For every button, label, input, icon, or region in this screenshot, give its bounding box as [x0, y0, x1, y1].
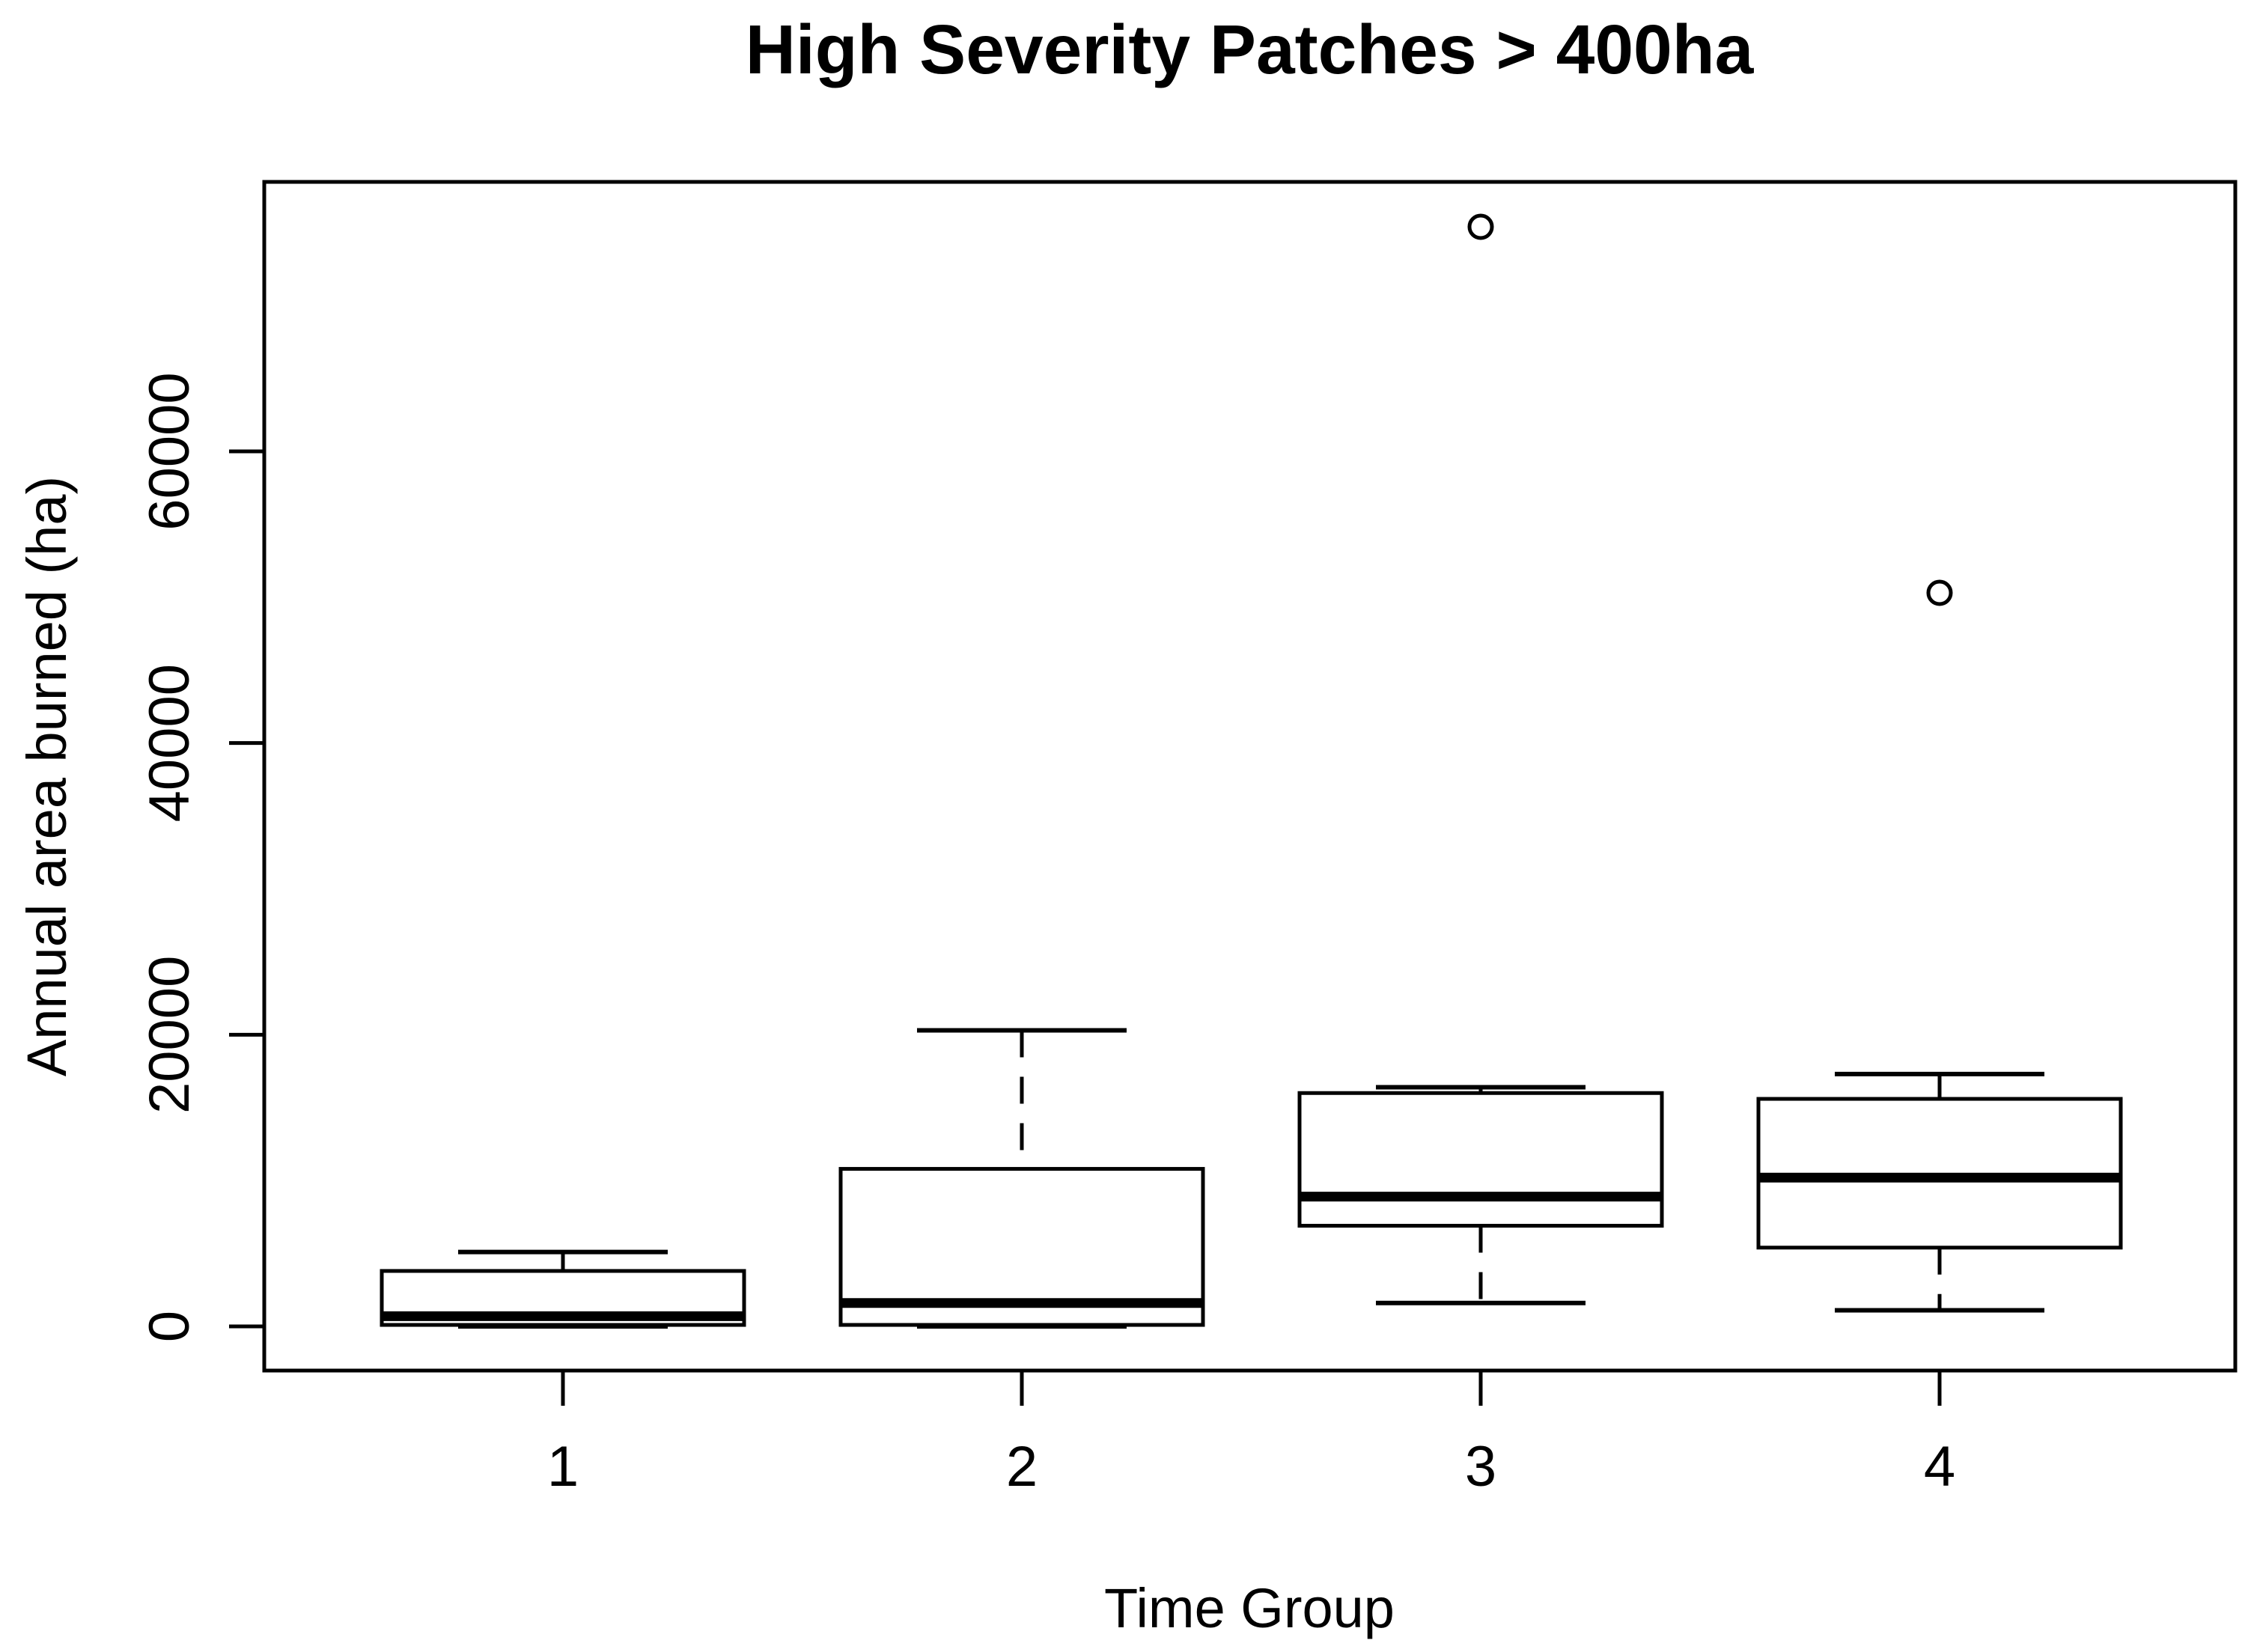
x-tick-label: 2	[1006, 1435, 1038, 1499]
plot-area: 0 20000 40000 60000 1 2 3 4	[138, 180, 2238, 1499]
x-tick-label: 4	[1924, 1435, 1955, 1499]
outlier-point	[1926, 579, 1953, 606]
y-tick-label: 0	[138, 1311, 201, 1342]
x-axis-title: Time Group	[1104, 1577, 1395, 1639]
iqr-box	[1297, 1091, 1664, 1228]
outlier-point	[1467, 213, 1494, 240]
x-tick-label: 1	[547, 1435, 579, 1499]
y-tick-label: 20000	[138, 956, 201, 1114]
plot-border	[262, 180, 2238, 1373]
y-axis-title: Annual area burned (ha)	[16, 476, 78, 1076]
x-tick-label: 3	[1465, 1435, 1496, 1499]
chart-title: High Severity Patches > 400ha	[746, 10, 1755, 88]
y-tick-label: 60000	[138, 372, 201, 530]
y-tick-label: 40000	[138, 664, 201, 822]
